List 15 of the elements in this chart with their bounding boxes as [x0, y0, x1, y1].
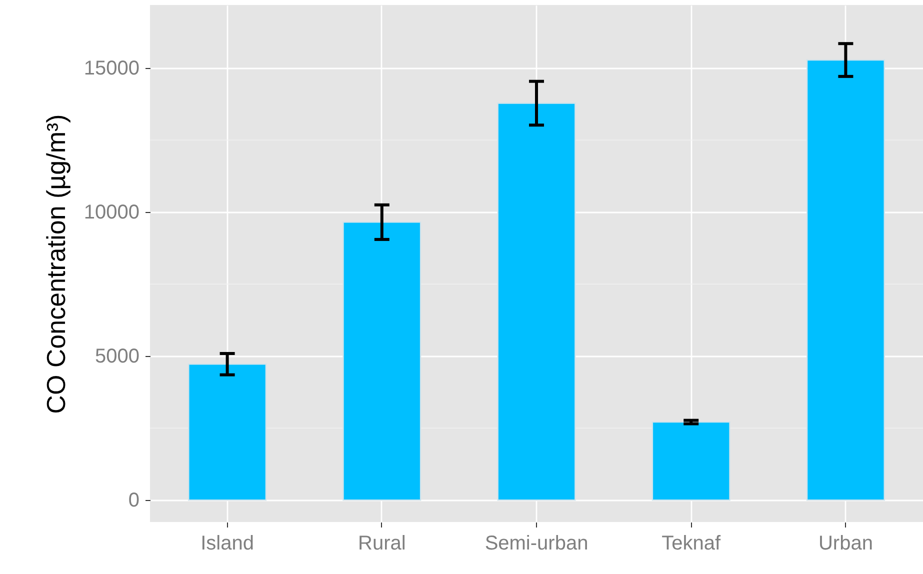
bar: [806, 59, 885, 501]
y-tick-label: 15000: [84, 58, 140, 80]
y-tick-label: 5000: [95, 346, 140, 368]
x-tick-label: Island: [200, 532, 254, 554]
bar: [652, 421, 730, 501]
x-tick-label: Semi-urban: [484, 532, 588, 554]
x-tick-label: Teknaf: [662, 532, 721, 554]
bar: [188, 364, 267, 501]
x-tick-label: Urban: [818, 532, 873, 554]
y-tick-label: 0: [128, 490, 140, 512]
bar: [497, 102, 576, 501]
x-tick-label: Rural: [358, 532, 406, 554]
y-axis-title: CO Concentration (µg/m³): [40, 114, 71, 414]
bar: [342, 222, 422, 501]
y-tick-label: 10000: [84, 202, 140, 224]
